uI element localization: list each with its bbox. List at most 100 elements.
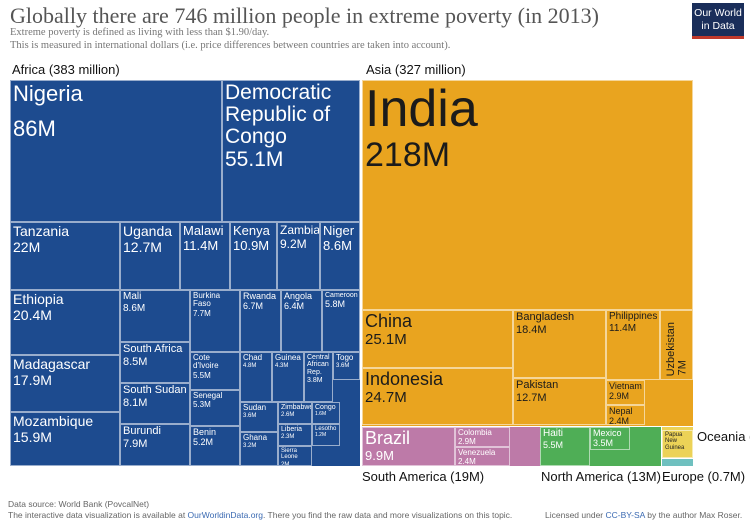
treemap-cell: Ethiopia 20.4M [10, 290, 120, 355]
cell-value: 7.7M [193, 308, 211, 318]
treemap-cell: Liberia 2.3M [278, 424, 312, 446]
treemap-cell: Congo 1.6M [312, 402, 340, 424]
cell-name: Burundi [123, 425, 161, 437]
cell-value: 8.6M [323, 237, 352, 253]
cell-name: Zambia [280, 223, 320, 237]
cell-name: Burkina Faso [193, 291, 221, 309]
treemap-cell: Madagascar 17.9M [10, 355, 120, 412]
treemap-cell: Democratic Republic of Congo 55.1M [222, 80, 360, 222]
treemap-cell: Senegal 5.3M [190, 390, 240, 426]
cell-value: 3.5M [593, 438, 614, 449]
cell-name: Mozambique [13, 413, 94, 429]
link[interactable]: OurWorldinData.org [187, 510, 263, 520]
cell-name: Pakistan [516, 379, 559, 391]
treemap-cell: Colombia 2.9M [455, 427, 510, 447]
logo[interactable]: Our World in Data [692, 3, 744, 39]
cell-value: 2M [281, 461, 290, 466]
treemap-cell: Burundi 7.9M [120, 424, 190, 466]
cell-value: 7M [676, 359, 689, 375]
cell-value: 20.4M [13, 306, 52, 323]
cell-name: Bangladesh [516, 311, 575, 323]
cell-value: 2.6M [281, 412, 295, 419]
cell-name: Lesotho [315, 426, 337, 432]
cell-name: Colombia [458, 428, 492, 437]
cell-value: 7.9M [123, 437, 148, 450]
cell-name: China [365, 311, 413, 331]
cell-name: Nigeria [13, 81, 83, 106]
cell-name: Nepal [609, 406, 633, 416]
cell-name: Mali [123, 291, 142, 302]
cell-name: Liberia [281, 426, 303, 433]
cell-name: Mexico [593, 428, 622, 438]
cell-name: South Sudan [123, 384, 187, 396]
cell-value: 2.3M [281, 434, 295, 441]
cell-name: Philippines [609, 311, 658, 322]
license-text: by the author Max Roser. [644, 510, 743, 520]
cell-name: Madagascar [13, 356, 91, 372]
group-label: Asia (327 million) [366, 62, 466, 77]
cell-value: 15.9M [13, 428, 52, 445]
cell-name: Zimbabwe [281, 404, 312, 411]
cell-name: Ethiopia [13, 291, 64, 307]
cell-name: Papua New Guinea [665, 432, 685, 451]
treemap-cell: Vietnam 2.9M [606, 380, 645, 405]
cell-value: 3.8M [307, 377, 323, 385]
cell-value: 4.8M [243, 363, 257, 370]
treemap-cell: Philippines 11.4M [606, 310, 660, 380]
cell-name: India [365, 80, 478, 138]
cell-value: 12.7M [516, 391, 547, 404]
cell-name: Rwanda [243, 291, 277, 301]
cell-name: Vietnam [609, 381, 642, 391]
cell-value: 3.6M [243, 413, 257, 420]
group-label: South America (19M) [362, 469, 485, 484]
cell-value: 6.4M [284, 301, 305, 312]
cell-name: Guinea [275, 353, 301, 362]
treemap-cell: Cameroon 5.8M [322, 290, 360, 352]
treemap-cell: Uzbekistan 7M [660, 310, 693, 380]
cell-name: Democratic Republic of Congo [225, 81, 332, 149]
treemap-cell: Rwanda 6.7M [240, 290, 281, 352]
treemap-cell: India 218M [362, 80, 693, 310]
note-text: . There you find the raw data and more v… [262, 510, 513, 520]
treemap-cell: Venezuela 2.4M [455, 447, 510, 466]
link[interactable]: CC-BY-SA [605, 510, 645, 520]
chart-title: Globally there are 746 million people in… [10, 3, 599, 28]
treemap-cell: Chad 4.8M [240, 352, 272, 402]
cell-value: 5.5M [193, 370, 211, 380]
treemap-cell: Mozambique 15.9M [10, 412, 120, 466]
treemap-cell: Angola 6.4M [281, 290, 322, 352]
cell-name: Sudan [243, 403, 267, 412]
treemap-cell: Nigeria 86M [10, 80, 222, 222]
treemap-cell: Sudan 3.6M [240, 402, 278, 432]
license-text: Licensed under [545, 510, 606, 520]
source: Data source: World Bank (PovcalNet) [8, 499, 150, 509]
cell-value: 1.6M [315, 411, 327, 418]
cell-name: Tanzania [13, 223, 70, 239]
treemap-cell: South Sudan 8.1M [120, 383, 190, 424]
cell-name: Cote d'Ivoire [193, 353, 219, 371]
treemap-cell: Niger 8.6M [320, 222, 360, 290]
group-label: Oceania (2.5 M) [697, 429, 750, 444]
treemap-cell: Malawi 11.4M [180, 222, 230, 290]
group-label: North America (13M) [541, 469, 661, 484]
cell-name: Sierra Leone [281, 448, 298, 461]
treemap-cell: China 25.1M [362, 310, 513, 368]
treemap-cell: Guinea 4.3M [272, 352, 304, 402]
cell-value: 218M [365, 135, 451, 174]
cell-value: 12.7M [123, 238, 162, 255]
cell-value: 2.9M [458, 437, 476, 447]
logo-text: in Data [701, 20, 735, 32]
cell-name: Kenya [233, 223, 270, 238]
cell-value: 2.4M [609, 416, 630, 425]
treemap-cell: Kenya 10.9M [230, 222, 277, 290]
cell-value: 25.1M [365, 330, 407, 348]
treemap-cell: Indonesia 24.7M [362, 368, 513, 425]
treemap-cell: Ghana 3.2M [240, 432, 278, 466]
treemap-cell: Brazil 9.9M [362, 427, 455, 466]
cell-value: 2.4M [458, 457, 476, 466]
cell-value: 11.4M [183, 237, 219, 253]
subtitle: This is measured in international dollar… [10, 40, 451, 51]
cell-value: 22M [13, 238, 41, 255]
cell-value: 5.3M [193, 400, 211, 410]
cell-name: Cameroon [325, 292, 358, 299]
